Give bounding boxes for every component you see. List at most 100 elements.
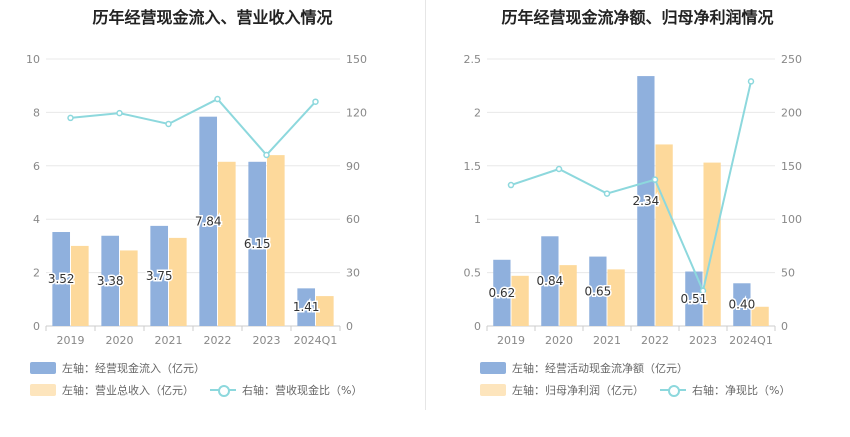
- legend-label: 右轴：营收现金比（%）: [242, 384, 363, 397]
- bar-bar-secondary: [559, 265, 577, 326]
- x-tick-label: 2023: [253, 334, 281, 347]
- bar-bar-primary: [101, 235, 120, 326]
- bar-bar-secondary: [266, 155, 285, 326]
- bar-bar-primary: [589, 256, 607, 326]
- line-point: [312, 98, 319, 105]
- bar-bar-secondary: [703, 162, 721, 326]
- y-right-tick-label: 60: [346, 213, 360, 226]
- bar-bar-secondary: [751, 306, 769, 326]
- y-left-tick-label: 0: [474, 320, 481, 333]
- line-point: [67, 114, 74, 122]
- legend-swatch-line: [660, 384, 686, 397]
- panel-divider: [425, 0, 426, 410]
- chart-panel-cash-inflow: 历年经营现金流入、营业收入情况 0 2 4 6 8 10 0 30 60 90 120 150 2019…: [26, 8, 367, 398]
- legend-label: 右轴：净现比（%）: [692, 384, 791, 397]
- y-right-tick-label: 30: [346, 267, 360, 280]
- x-tick-label: 2021: [155, 334, 183, 347]
- bar-bar-secondary: [168, 237, 187, 326]
- y-left-tick-label: 2.5: [464, 53, 482, 66]
- legend-swatch-bar-orange: [480, 384, 506, 396]
- data-label: 1.41: [293, 300, 320, 314]
- y-right-tick-label: 120: [346, 106, 367, 119]
- y-left-tick-label: 6: [33, 160, 40, 173]
- line-point: [747, 78, 755, 85]
- bar-bar-primary: [150, 225, 169, 326]
- x-tick-label: 2019: [497, 334, 525, 347]
- chart-title: 历年经营现金流净额、归母净利润情况: [501, 8, 774, 27]
- chart-title: 历年经营现金流入、营业收入情况: [92, 8, 333, 27]
- data-label: 0.84: [537, 274, 564, 288]
- y-right-tick-label: 90: [346, 160, 360, 173]
- bar-bar-primary: [199, 116, 218, 326]
- line-point: [165, 120, 172, 128]
- bar-bar-primary: [733, 283, 751, 326]
- legend-item[interactable]: 右轴：净现比（%）: [660, 382, 790, 398]
- bar-bar-secondary: [70, 245, 89, 326]
- x-tick-label: 2021: [593, 334, 621, 347]
- y-left-tick-label: 0: [33, 320, 40, 333]
- data-label: 3.75: [146, 269, 173, 283]
- bar-bar-primary: [541, 236, 559, 326]
- x-tick-label: 2023: [689, 334, 717, 347]
- line-point: [116, 109, 123, 117]
- bar-bar-primary: [52, 232, 71, 326]
- legend-label: 左轴：归母净利润（亿元）: [512, 384, 644, 397]
- y-left-tick-label: 1: [474, 213, 481, 226]
- legend-swatch-bar-orange: [30, 384, 56, 396]
- legend-item[interactable]: 右轴：营收现金比（%）: [210, 382, 362, 398]
- y-left-tick-label: 0.5: [464, 267, 482, 280]
- line-point: [603, 190, 611, 197]
- y-right-tick-label: 100: [781, 213, 802, 226]
- bar-bar-secondary: [655, 144, 673, 326]
- x-tick-label: 2020: [545, 334, 573, 347]
- legend-swatch-bar-blue: [30, 362, 56, 374]
- y-right-tick-label: 150: [781, 160, 802, 173]
- x-tick-label: 2024Q1: [729, 334, 773, 347]
- x-tick-label: 2019: [57, 334, 85, 347]
- legend-item[interactable]: 左轴：经营活动现金流净额（亿元）: [480, 360, 688, 376]
- x-tick-label: 2022: [204, 334, 232, 347]
- line-point: [651, 176, 659, 183]
- legend-label: 左轴：经营现金流入（亿元）: [62, 362, 205, 375]
- data-label: 3.52: [48, 272, 75, 286]
- legend-item[interactable]: 左轴：经营现金流入（亿元）: [30, 360, 205, 376]
- data-label: 6.15: [244, 237, 271, 251]
- y-left-tick-label: 10: [26, 53, 40, 66]
- data-label: 7.84: [195, 214, 222, 228]
- x-tick-label: 2020: [106, 334, 134, 347]
- chart-panel-net-cash: 历年经营现金流净额、归母净利润情况 0 0.5 1 1.5 2 2.5 0 50 100 150 2…: [425, 0, 850, 437]
- legend-label: 左轴：经营活动现金流净额（亿元）: [512, 362, 688, 375]
- data-label: 0.40: [729, 298, 756, 312]
- legend-item[interactable]: 左轴：营业总收入（亿元）: [30, 382, 194, 398]
- legend-swatch-line: [210, 384, 236, 397]
- y-right-tick-label: 0: [346, 320, 353, 333]
- line-point: [699, 287, 707, 295]
- y-right-tick-label: 150: [346, 53, 367, 66]
- data-label: 0.65: [585, 284, 612, 298]
- line-point: [555, 165, 563, 173]
- legend-item[interactable]: 左轴：归母净利润（亿元）: [480, 382, 644, 398]
- y-left-tick-label: 2: [33, 267, 40, 280]
- bar-bar-secondary: [607, 269, 625, 326]
- series-line: [510, 81, 752, 294]
- chart-plot: 0 2 4 6 8 10 0 30 60 90 120 150 2019 2020 2021 2022 2023…: [26, 53, 367, 347]
- bar-bar-primary: [637, 76, 655, 326]
- x-tick-label: 2024Q1: [294, 334, 338, 347]
- line-point: [507, 181, 515, 189]
- legend-swatch-bar-blue: [480, 362, 506, 374]
- bar-bar-primary: [297, 288, 316, 326]
- line-point: [214, 95, 221, 103]
- y-right-tick-label: 200: [781, 106, 802, 119]
- x-tick-label: 2022: [641, 334, 669, 347]
- y-right-tick-label: 50: [781, 267, 795, 280]
- bar-bar-secondary: [315, 296, 334, 326]
- y-right-tick-label: 0: [781, 320, 788, 333]
- y-left-tick-label: 2: [474, 106, 481, 119]
- bar-bar-secondary: [511, 275, 529, 326]
- bar-bar-secondary: [119, 250, 138, 326]
- data-label: 3.38: [97, 274, 124, 288]
- legend-label: 左轴：营业总收入（亿元）: [62, 384, 194, 397]
- bar-bar-primary: [493, 259, 511, 326]
- series-line: [70, 97, 317, 157]
